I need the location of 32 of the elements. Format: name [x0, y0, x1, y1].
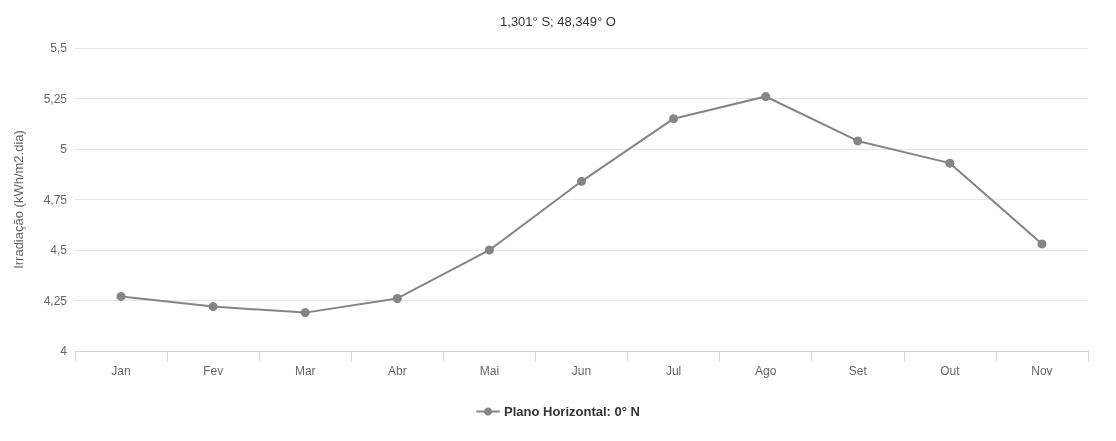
y-tick-label: 5,5: [50, 41, 68, 55]
point: [300, 308, 310, 318]
x-tick-label: Fev: [203, 364, 224, 378]
x-tick-label: Ago: [755, 364, 777, 378]
x-tick-label: Jan: [111, 364, 131, 378]
point: [945, 158, 955, 168]
y-tick-label: 4,5: [50, 243, 68, 257]
point: [853, 136, 863, 146]
point: [1037, 239, 1047, 249]
x-tick-label: Mai: [479, 364, 500, 378]
point: [484, 245, 494, 255]
x-tick-label: Mar: [294, 364, 316, 378]
point: [116, 291, 126, 301]
x-tick-label: Jun: [571, 364, 592, 378]
x-tick-label: Set: [848, 364, 868, 378]
x-tick-label: Nov: [1031, 364, 1053, 378]
y-tick-label: 4: [60, 344, 68, 358]
y-tick-label: 4,25: [43, 293, 68, 308]
y-tick-label: 4,75: [43, 192, 68, 207]
x-tick-label: Abr: [387, 364, 407, 378]
point: [669, 114, 679, 124]
point: [577, 176, 586, 186]
legend-label: Plano Horizontal: 0° N: [504, 404, 640, 419]
x-tick-label: Jul: [665, 364, 682, 378]
x-tick-label: Out: [940, 364, 961, 378]
point: [392, 293, 402, 303]
point: [208, 302, 218, 312]
point: [761, 91, 771, 101]
chart-title: 1,301° S; 48,349° O: [500, 14, 616, 29]
y-tick-label: 5: [60, 142, 68, 156]
y-axis-title: Irradiação (kWh/m2.dia): [11, 130, 26, 269]
y-tick-label: 5,25: [43, 91, 68, 106]
